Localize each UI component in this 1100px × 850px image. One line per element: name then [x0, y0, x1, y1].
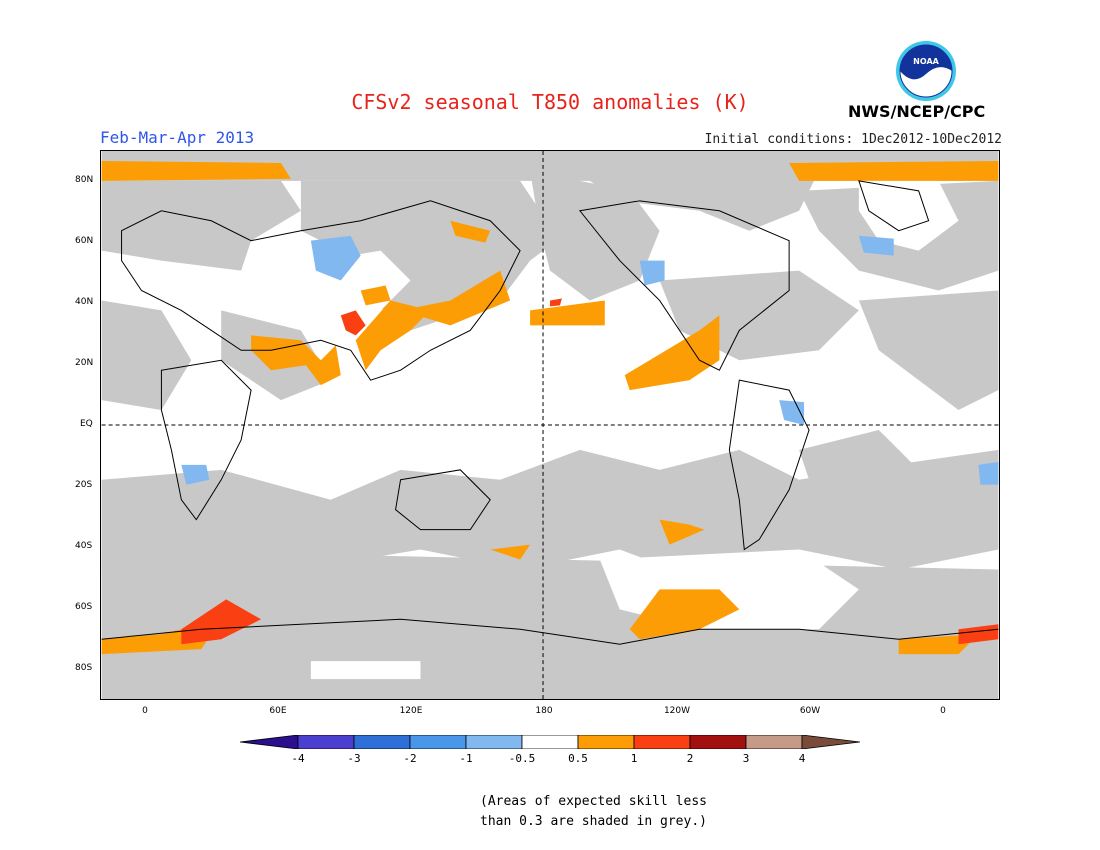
colorbar-label: 2: [686, 752, 694, 765]
colorbar-label: 4: [798, 752, 806, 765]
lon-label: 60E: [269, 706, 287, 716]
colorbar-segment: [240, 735, 299, 749]
colorbar-label: 1: [630, 752, 638, 765]
colorbar-label: -1: [459, 752, 473, 765]
lat-label: 80S: [75, 663, 93, 673]
skill-note: (Areas of expected skill less than 0.3 a…: [480, 792, 707, 832]
colorbar-label: 0.5: [568, 752, 588, 765]
warm-anomaly-regions: [101, 160, 999, 655]
colorbar-segment: [353, 735, 411, 749]
skill-note-line: (Areas of expected skill less: [480, 794, 707, 809]
lon-label: 120E: [399, 706, 423, 716]
colorbar-segment: [577, 735, 635, 749]
colorbar-segment: [745, 735, 803, 749]
colorbar-label: -4: [291, 752, 305, 765]
colorbar-segment: [409, 735, 467, 749]
lon-label: 0: [142, 706, 148, 716]
colorbar-segment: [297, 735, 355, 749]
lat-label: 40S: [75, 541, 93, 551]
skill-note-line: than 0.3 are shaded in grey.): [480, 814, 707, 829]
colorbar-segment: [633, 735, 691, 749]
lat-label: 80N: [75, 175, 94, 185]
colorbar-label: 3: [742, 752, 750, 765]
map-title: CFSv2 seasonal T850 anomalies (K): [351, 90, 749, 114]
noaa-logo-text: NOAA: [913, 57, 939, 66]
initial-conditions-label: Initial conditions: 1Dec2012-10Dec2012: [704, 132, 1002, 147]
colorbar: [240, 735, 860, 749]
agency-label: NWS/NCEP/CPC: [848, 102, 986, 121]
noaa-logo: NOAA: [896, 41, 956, 101]
lat-label: 60S: [75, 602, 93, 612]
lat-label: 40N: [75, 297, 94, 307]
lat-label: 60N: [75, 236, 94, 246]
lon-label: 0: [940, 706, 946, 716]
lon-label: 60W: [799, 706, 821, 716]
lon-label: 180: [535, 706, 553, 716]
colorbar-label: -3: [347, 752, 361, 765]
colorbar-segment: [801, 735, 860, 749]
colorbar-segment: [465, 735, 523, 749]
colorbar-label: -2: [403, 752, 417, 765]
strong-warm-anomaly-regions: [181, 298, 999, 645]
continent-outlines: [101, 180, 999, 645]
lat-label: 20N: [75, 358, 94, 368]
lat-label: EQ: [80, 419, 93, 429]
colorbar-segment: [689, 735, 747, 749]
colorbar-segment: [521, 735, 579, 749]
lon-label: 120W: [663, 706, 691, 716]
season-label: Feb-Mar-Apr 2013: [100, 128, 255, 147]
colorbar-label: -0.5: [508, 752, 536, 765]
anomaly-map: [100, 150, 1000, 700]
cold-anomaly-regions: [181, 235, 999, 485]
lat-label: 20S: [75, 480, 93, 490]
